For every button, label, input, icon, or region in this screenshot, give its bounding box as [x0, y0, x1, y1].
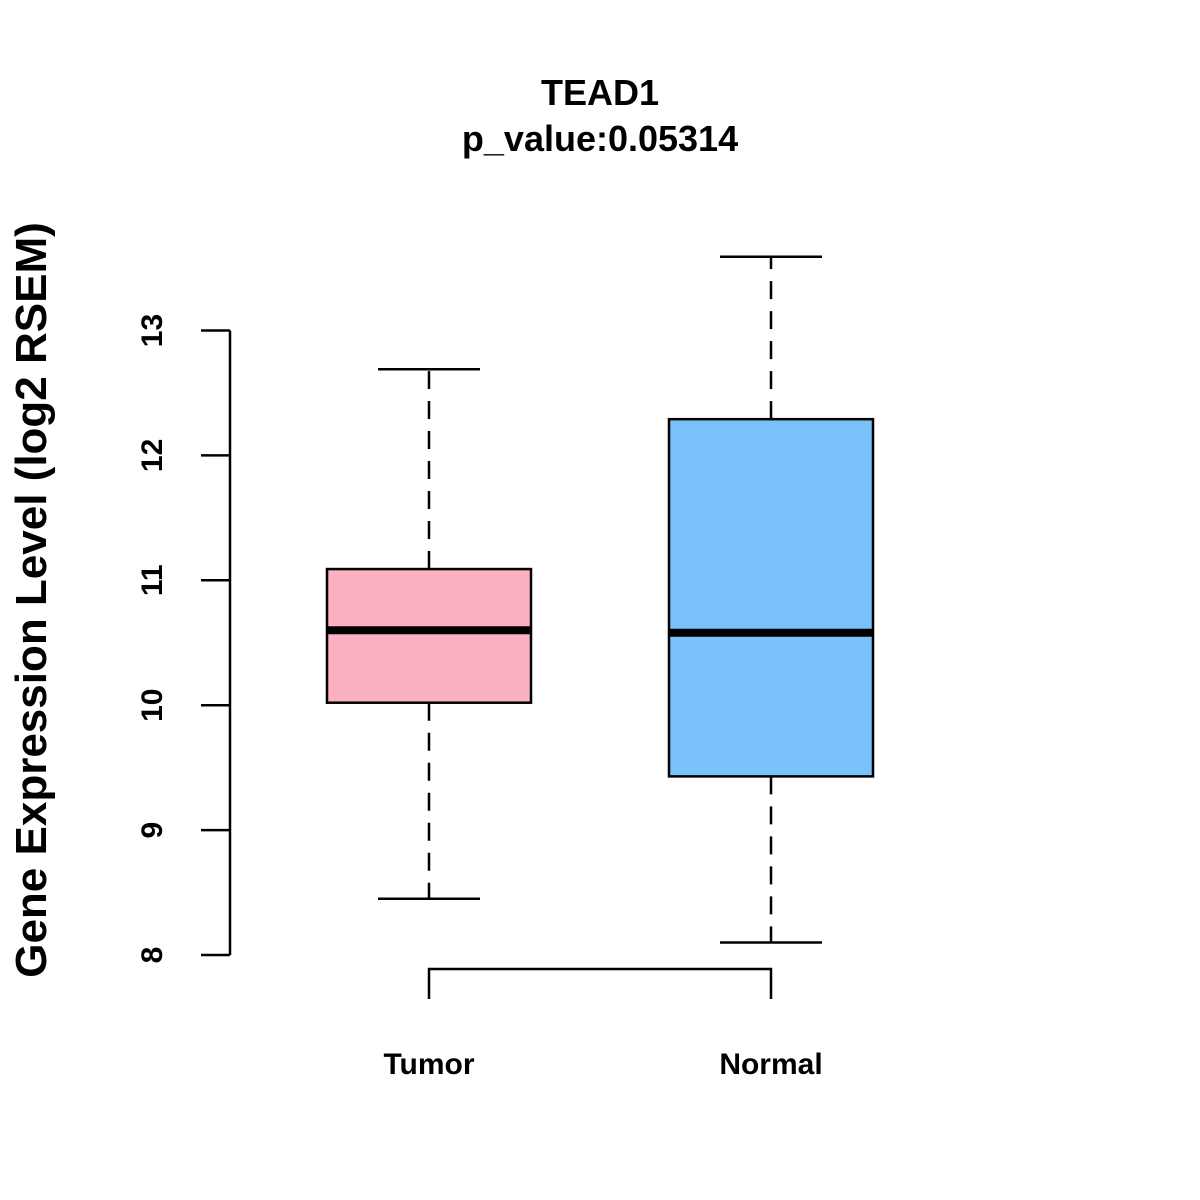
normal-iqr-box — [667, 417, 875, 778]
y-tick-label-12: 12 — [136, 439, 169, 472]
tumor-iqr-box — [325, 567, 533, 704]
box-normal — [667, 255, 875, 944]
bracket-line — [427, 967, 773, 999]
y-axis: 8 9 10 11 12 13 — [136, 314, 232, 964]
chart-title: TEAD1 — [541, 72, 659, 113]
x-label-normal: Normal — [719, 1048, 822, 1081]
significance-bracket — [427, 967, 773, 999]
x-axis-labels: Tumor Normal — [383, 1048, 822, 1081]
y-tick-label-8: 8 — [136, 947, 169, 964]
y-tick-label-9: 9 — [136, 822, 169, 839]
x-label-tumor: Tumor — [383, 1048, 474, 1081]
y-tick-label-13: 13 — [136, 314, 169, 347]
chart-subtitle: p_value:0.05314 — [462, 118, 738, 159]
y-tick-label-11: 11 — [136, 564, 169, 596]
y-axis-label: Gene Expression Level (log2 RSEM) — [7, 222, 56, 978]
box-tumor — [325, 367, 533, 901]
y-tick-label-10: 10 — [136, 689, 169, 722]
boxes — [325, 255, 875, 944]
